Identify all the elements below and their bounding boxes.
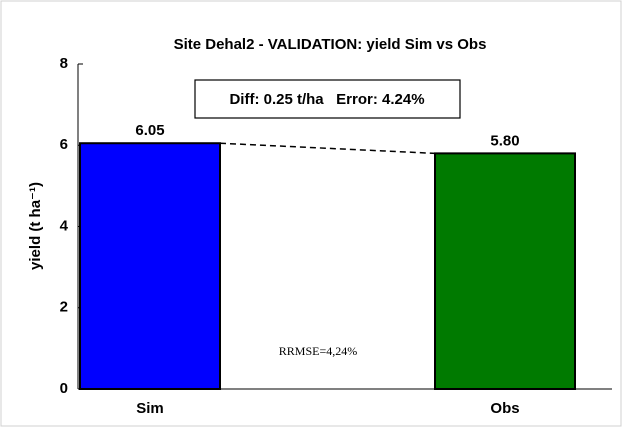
y-tick-label: 2 — [60, 299, 68, 316]
y-tick-label: 4 — [60, 217, 69, 234]
annotation: RRMSE=4,24% — [279, 344, 357, 358]
bar — [434, 152, 576, 390]
connector-line — [219, 142, 436, 155]
value-label: 5.80 — [490, 132, 519, 149]
annotation-box — [194, 79, 461, 119]
bar — [79, 142, 221, 390]
x-tick-label: Sim — [136, 400, 164, 417]
value-label: 6.05 — [135, 122, 164, 139]
x-tick-label: Obs — [490, 400, 519, 417]
y-tick-label: 6 — [60, 136, 68, 153]
y-axis-label: yield (t ha⁻¹) — [27, 182, 44, 270]
annotation: Diff: 0.25 t/ha Error: 4.24% — [229, 91, 424, 108]
y-tick-label: 0 — [60, 380, 68, 397]
chart-title: Site Dehal2 - VALIDATION: yield Sim vs O… — [174, 36, 487, 53]
y-tick-label: 8 — [60, 55, 68, 72]
